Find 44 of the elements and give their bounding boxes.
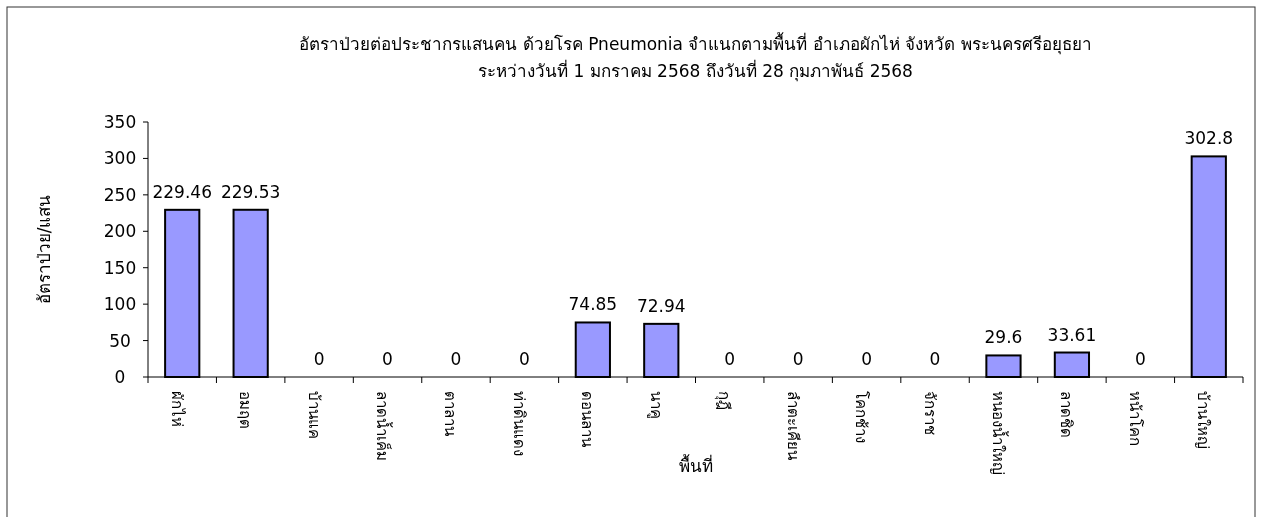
chart-subtitle: ระหว่างวันที่ 1 มกราคม 2568 ถึงวันที่ 28 กุมภาพันธ์ 2568	[478, 59, 913, 82]
y-tick-label: 350	[103, 112, 137, 132]
x-tick-label: ลาดน้ำเค็ม	[373, 391, 394, 461]
data-label: 74.85	[568, 294, 618, 315]
x-tick-label: ท่าดินแดง	[509, 391, 528, 456]
x-tick-label: หน้าโคก	[1125, 391, 1144, 446]
data-label: 0	[518, 349, 530, 369]
x-tick-label: ลำตะเคียน	[783, 391, 802, 460]
x-tick-label: หนองน้ำใหญ่	[988, 391, 1009, 475]
data-label: 229.46	[152, 181, 212, 202]
x-tick-label: บ้านใหญ่	[1194, 391, 1213, 449]
x-tick-label: ผักไห่	[167, 391, 186, 427]
y-tick-label: 300	[103, 148, 137, 169]
y-tick-label: 100	[103, 294, 137, 315]
y-tick-label: 200	[103, 221, 137, 242]
data-label: 0	[861, 349, 873, 369]
data-label: 0	[792, 349, 804, 369]
y-axis-title: อัตราป่วย/แสน	[34, 194, 54, 305]
x-tick-label: โคกช้าง	[852, 391, 871, 443]
x-axis-title: พื้นที่	[678, 454, 713, 476]
data-label: 0	[724, 349, 736, 369]
x-tick-label: ลาดชิด	[1057, 391, 1076, 438]
y-tick-label: 50	[109, 330, 131, 351]
y-tick-label: 0	[114, 367, 126, 387]
x-tick-label: บ้านแค	[304, 391, 323, 439]
data-label: 0	[1134, 349, 1146, 369]
x-tick-label: ตาลาน	[441, 391, 460, 436]
data-label: 29.6	[984, 327, 1023, 348]
x-tick-label: จักราช	[920, 391, 939, 435]
chart-title: อัตราป่วยต่อประชากรแสนคน ด้วยโรค Pneumonia จำแนกตามพื้นที่ อำเภอผักไห่ จังหวัด พระนครศรีอยุธยา	[299, 32, 1092, 55]
data-label: 302.8	[1184, 128, 1234, 149]
data-label: 0	[382, 349, 393, 369]
data-label: 229.53	[220, 181, 281, 202]
y-tick-label: 150	[103, 257, 137, 278]
data-label: 0	[929, 349, 941, 369]
y-tick-label: 250	[103, 184, 137, 205]
x-tick-label: อมฤต	[236, 391, 255, 429]
x-tick-label: ดอนลาน	[578, 391, 597, 447]
data-label: 0	[313, 349, 325, 369]
x-tick-label: กุฎี	[714, 391, 734, 410]
x-tick-label: นาคู	[646, 391, 665, 419]
data-label: 33.61	[1047, 324, 1097, 345]
data-label: 72.94	[636, 295, 686, 316]
data-label: 0	[450, 349, 462, 369]
